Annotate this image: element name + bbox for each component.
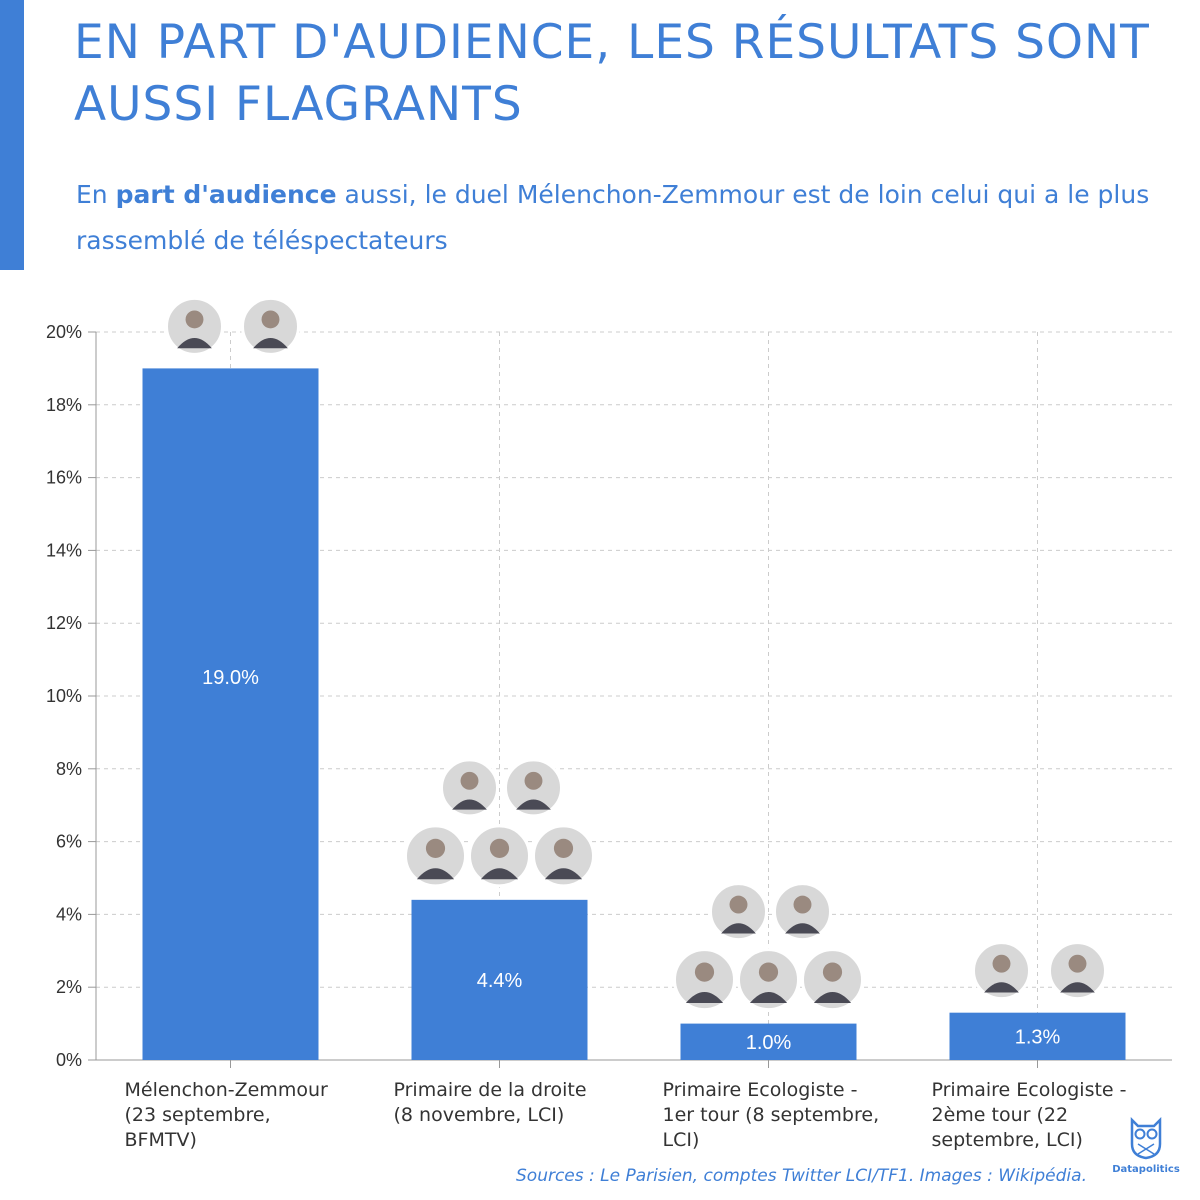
candidate-photo-body (253, 338, 288, 349)
candidate-photo-body (416, 868, 455, 880)
subtitle-part2: aussi, le duel Mélenchon-Zemmour est de … (76, 180, 1150, 255)
candidate-photo-head (425, 838, 446, 858)
candidate-photo-body (721, 923, 756, 934)
candidate-photo-body (785, 923, 820, 934)
y-tick-label: 18% (46, 395, 82, 415)
owl-icon (1130, 1116, 1162, 1160)
bar-chart: 0% 2% 4% 6% 8% 10% 12% 14% 16% 18% 20% 19.0% Mélench… (46, 296, 1172, 1151)
datapolitics-logo: Datapolitics (1106, 1114, 1186, 1175)
y-tick-label: 8% (56, 759, 82, 779)
bar (949, 1012, 1126, 1060)
category-label: 1er tour (8 septembre, (663, 1104, 880, 1126)
candidate-photo-body (452, 799, 487, 810)
candidate-photo-body (480, 868, 519, 880)
candidate-photo-body (749, 992, 788, 1003)
candidate-photo-body (544, 868, 583, 880)
y-tick-label: 0% (56, 1050, 82, 1070)
candidate-photo-body (516, 799, 551, 810)
category-label: 2ème tour (22 (932, 1104, 1069, 1126)
candidate-photo-body (685, 992, 724, 1003)
bar (142, 368, 319, 1060)
candidate-photo-body (1060, 982, 1095, 993)
category-label: LCI) (663, 1129, 700, 1151)
category-label: Mélenchon-Zemmour (125, 1079, 328, 1101)
bar-value-label: 1.3% (1015, 1026, 1061, 1048)
candidate-photo-head (460, 771, 479, 790)
candidate-photo-body (813, 992, 852, 1003)
y-tick-label: 14% (46, 540, 82, 560)
candidate-photo-head (729, 895, 748, 914)
category-label: Primaire Ecologiste - (663, 1079, 858, 1101)
category-label: Primaire Ecologiste - (932, 1079, 1127, 1101)
y-tick-label: 16% (46, 468, 82, 488)
subtitle-part1: En (76, 180, 116, 209)
candidate-photo-body (177, 338, 212, 349)
bar-value-label: 1.0% (746, 1032, 792, 1054)
y-tick-label: 12% (46, 613, 82, 633)
category-label: BFMTV) (125, 1129, 197, 1151)
y-tick-label: 4% (56, 904, 82, 924)
category-label: Primaire de la droite (394, 1079, 587, 1101)
y-tick-label: 2% (56, 977, 82, 997)
candidate-photo-head (822, 962, 843, 982)
candidate-photo-head (261, 310, 280, 329)
y-tick-label: 20% (46, 322, 82, 342)
accent-bar (0, 0, 24, 270)
source-note: Sources : Le Parisien, comptes Twitter L… (516, 1166, 1087, 1186)
candidate-photo-head (758, 962, 779, 982)
candidate-photo-head (489, 838, 510, 858)
candidate-photo-head (1068, 954, 1087, 973)
subtitle: En part d'audience aussi, le duel Mélenc… (76, 172, 1176, 264)
category-label: (23 septembre, (125, 1104, 271, 1126)
candidate-photo-head (694, 962, 715, 982)
bar (680, 1023, 857, 1060)
category-label: septembre, LCI) (932, 1129, 1083, 1151)
candidate-photo-head (553, 838, 574, 858)
candidate-photo-head (524, 771, 543, 790)
bar-value-label: 4.4% (477, 970, 523, 992)
candidate-photo-head (793, 895, 812, 914)
category-label: (8 novembre, LCI) (394, 1104, 565, 1126)
candidate-photo-head (992, 954, 1011, 973)
bar-value-label: 19.0% (202, 667, 259, 689)
logo-label: Datapolitics (1112, 1164, 1180, 1175)
y-tick-label: 10% (46, 686, 82, 706)
candidate-photo-body (984, 982, 1019, 993)
bar (411, 899, 588, 1060)
page-title: EN PART D'AUDIENCE, LES RÉSULTATS SONT A… (74, 15, 1150, 132)
candidate-photo-head (185, 310, 204, 329)
y-tick-label: 6% (56, 832, 82, 852)
subtitle-bold: part d'audience (115, 180, 337, 209)
